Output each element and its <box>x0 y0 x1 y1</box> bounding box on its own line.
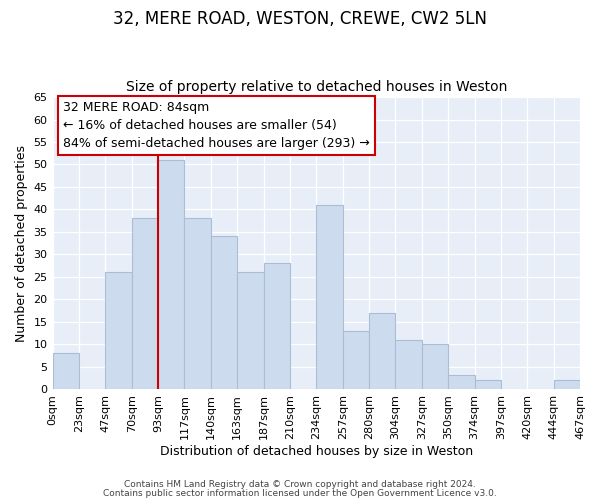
Bar <box>158 160 184 389</box>
Bar <box>53 353 79 389</box>
X-axis label: Distribution of detached houses by size in Weston: Distribution of detached houses by size … <box>160 444 473 458</box>
Text: 32, MERE ROAD, WESTON, CREWE, CW2 5LN: 32, MERE ROAD, WESTON, CREWE, CW2 5LN <box>113 10 487 28</box>
Text: 32 MERE ROAD: 84sqm
← 16% of detached houses are smaller (54)
84% of semi-detach: 32 MERE ROAD: 84sqm ← 16% of detached ho… <box>63 102 370 150</box>
Bar <box>131 218 158 389</box>
Text: Contains public sector information licensed under the Open Government Licence v3: Contains public sector information licen… <box>103 488 497 498</box>
Y-axis label: Number of detached properties: Number of detached properties <box>15 144 28 342</box>
Bar <box>211 236 237 389</box>
Bar <box>105 272 131 389</box>
Bar <box>475 380 501 389</box>
Bar <box>422 344 448 389</box>
Bar <box>395 340 422 389</box>
Bar <box>316 205 343 389</box>
Title: Size of property relative to detached houses in Weston: Size of property relative to detached ho… <box>125 80 507 94</box>
Bar <box>448 376 475 389</box>
Bar <box>369 312 395 389</box>
Bar <box>184 218 211 389</box>
Text: Contains HM Land Registry data © Crown copyright and database right 2024.: Contains HM Land Registry data © Crown c… <box>124 480 476 489</box>
Bar <box>263 263 290 389</box>
Bar <box>343 330 369 389</box>
Bar <box>554 380 580 389</box>
Bar <box>237 272 263 389</box>
